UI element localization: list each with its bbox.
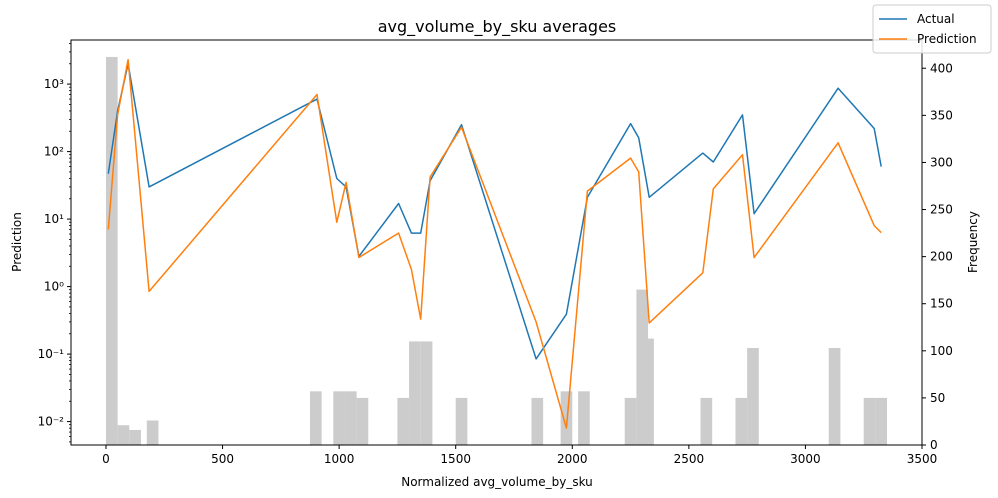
x-tick-label: 0 <box>102 452 110 466</box>
y-tick-label: 10⁻¹ <box>38 347 65 361</box>
histogram-bar <box>531 397 544 445</box>
legend-entry: Actual <box>917 12 955 26</box>
x-tick-label: 1500 <box>440 452 471 466</box>
legend: Actual Prediction <box>872 4 992 54</box>
histogram-bar <box>356 397 369 445</box>
y-tick-label: 10³ <box>44 77 64 91</box>
histogram-bar <box>420 341 433 445</box>
y2-tick-label: 200 <box>930 250 953 264</box>
histogram-bar <box>409 341 421 445</box>
y2-tick-label: 300 <box>930 155 953 169</box>
histogram-bar <box>146 420 159 445</box>
axes: 0 500 1000 1500 2000 2500 3000 350010⁻²10⁻¹10⁰1… <box>38 39 953 466</box>
histogram-bar <box>863 397 876 445</box>
histogram-bar <box>828 347 841 445</box>
y-tick-label: 10¹ <box>44 212 64 226</box>
histogram-bar <box>624 397 637 445</box>
y-tick-label: 10² <box>44 145 64 159</box>
histogram-bar <box>560 391 573 445</box>
series-line-actual <box>107 63 882 360</box>
chart-title: avg_volume_by_sku averages <box>378 17 617 37</box>
x-tick-label: 500 <box>211 452 234 466</box>
histogram-bar <box>455 397 468 445</box>
histogram-bar <box>747 347 759 445</box>
y-tick-label: 10⁰ <box>44 280 64 294</box>
series-lines <box>107 58 882 429</box>
y2-tick-label: 250 <box>930 203 953 217</box>
legend-entry: Prediction <box>917 32 977 46</box>
x-tick-label: 1000 <box>324 452 355 466</box>
histogram-bar <box>578 391 590 445</box>
y2-axis-label: Frequency <box>966 211 980 273</box>
histogram-bar <box>642 338 654 445</box>
x-tick-label: 3000 <box>790 452 821 466</box>
y2-tick-label: 0 <box>930 438 938 452</box>
histogram-bar <box>105 56 118 445</box>
histogram-bar <box>397 397 410 445</box>
histogram-bar <box>700 397 713 445</box>
histogram-bar <box>117 425 130 445</box>
x-tick-label: 2000 <box>557 452 588 466</box>
histogram-bar <box>333 391 345 445</box>
y-axis-label: Prediction <box>10 212 24 272</box>
series-line-prediction <box>107 58 882 429</box>
histogram-bar <box>735 397 748 445</box>
histogram-bar <box>636 289 649 445</box>
histogram-bars <box>105 56 888 445</box>
histogram-bar <box>344 391 357 445</box>
y2-tick-label: 350 <box>930 108 953 122</box>
plot-frame <box>70 39 923 446</box>
histogram-bar <box>875 397 888 445</box>
y2-tick-label: 150 <box>930 297 953 311</box>
histogram-bar <box>129 429 141 445</box>
y2-tick-label: 100 <box>930 344 953 358</box>
y-tick-label: 10⁻² <box>38 415 65 429</box>
y2-tick-label: 400 <box>930 61 953 75</box>
legend-box <box>872 4 992 54</box>
x-axis-label: Normalized avg_volume_by_sku <box>401 475 593 489</box>
x-tick-label: 2500 <box>674 452 705 466</box>
x-tick-label: 3500 <box>907 452 938 466</box>
histogram-bar <box>309 391 322 445</box>
y2-tick-label: 50 <box>930 391 945 405</box>
